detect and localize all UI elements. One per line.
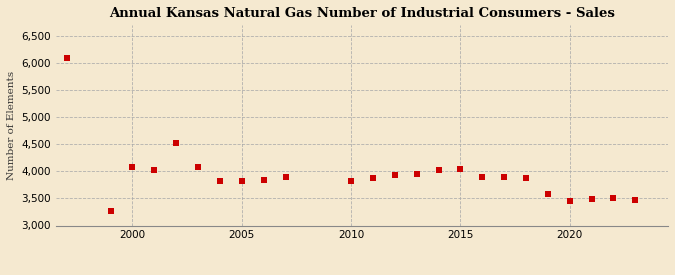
Point: [520, 176, 531, 181]
Point: [236, 178, 247, 183]
Y-axis label: Number of Elements: Number of Elements: [7, 71, 16, 180]
Point: [280, 175, 291, 180]
Point: [499, 175, 510, 180]
Point: [630, 197, 641, 202]
Point: [389, 173, 400, 177]
Point: [171, 141, 182, 145]
Point: [543, 192, 554, 196]
Point: [586, 197, 597, 201]
Point: [215, 179, 225, 183]
Title: Annual Kansas Natural Gas Number of Industrial Consumers - Sales: Annual Kansas Natural Gas Number of Indu…: [109, 7, 615, 20]
Point: [433, 167, 444, 172]
Point: [564, 199, 575, 203]
Point: [608, 196, 619, 201]
Point: [259, 177, 269, 182]
Point: [127, 164, 138, 169]
Point: [477, 175, 487, 179]
Point: [105, 209, 116, 213]
Point: [192, 165, 203, 169]
Point: [368, 176, 379, 181]
Point: [411, 171, 422, 176]
Point: [346, 178, 356, 183]
Point: [149, 168, 160, 172]
Point: [61, 56, 72, 60]
Point: [455, 167, 466, 171]
